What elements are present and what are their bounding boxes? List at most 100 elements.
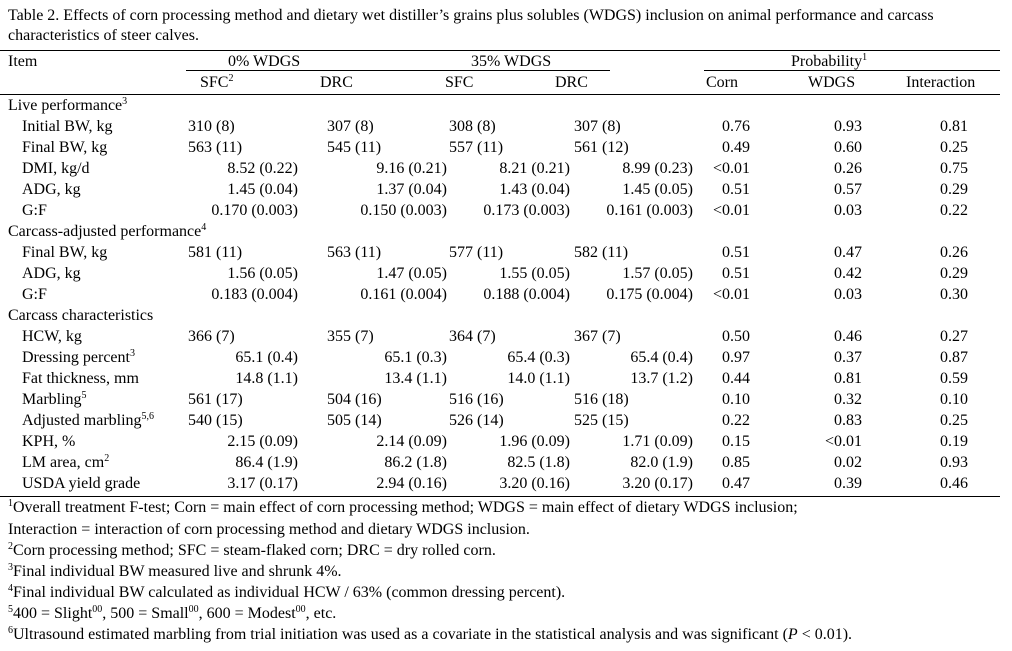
footnote-4-mark: 4 bbox=[8, 583, 13, 594]
bottom-rule bbox=[0, 496, 1000, 497]
p-corn-cell: 0.97 bbox=[722, 349, 750, 366]
row-label-text: G:F bbox=[22, 286, 47, 303]
row-label: Dressing percent3 bbox=[22, 347, 135, 368]
p-wdgs-cell: 0.81 bbox=[834, 370, 862, 387]
treatment-cell: 0.173 (0.003) bbox=[483, 202, 570, 219]
row-label-footnote-mark: 3 bbox=[129, 348, 135, 359]
row-label: HCW, kg bbox=[22, 326, 82, 347]
header-sfc-footnote-mark: 2 bbox=[228, 73, 234, 84]
row-label-text: DMI, kg/d bbox=[22, 160, 90, 177]
header-sfc-label: SFC bbox=[200, 74, 229, 91]
p-interaction-cell: 0.19 bbox=[940, 433, 968, 450]
header-interaction: Interaction bbox=[906, 74, 976, 91]
row-label-text: USDA yield grade bbox=[22, 475, 141, 492]
row-label: G:F bbox=[22, 284, 47, 305]
treatment-cell: 1.45 (0.04) bbox=[227, 181, 298, 198]
row-label-footnote-mark: 2 bbox=[104, 453, 110, 464]
p-corn-cell: 0.44 bbox=[722, 370, 750, 387]
treatment-cell: 1.55 (0.05) bbox=[499, 265, 570, 282]
p-corn-cell: 0.85 bbox=[722, 454, 750, 471]
row-label: Fat thickness, mm bbox=[22, 368, 139, 389]
header-probability-label: Probability bbox=[791, 53, 863, 70]
footnote-3: 3Final individual BW measured live and s… bbox=[8, 561, 1008, 582]
treatment-cell: 355 (7) bbox=[327, 328, 374, 345]
p-interaction-cell: 0.26 bbox=[940, 244, 968, 261]
p-wdgs-cell: 0.57 bbox=[834, 181, 862, 198]
treatment-cell: 0.183 (0.004) bbox=[211, 286, 298, 303]
section-title-text: Carcass-adjusted performance bbox=[8, 223, 202, 240]
treatment-cell: 82.5 (1.8) bbox=[507, 454, 570, 471]
p-corn-cell: 0.51 bbox=[722, 181, 750, 198]
row-label: Marbling5 bbox=[22, 389, 87, 410]
table-caption: Table 2. Effects of corn processing meth… bbox=[8, 7, 934, 44]
treatment-cell: 364 (7) bbox=[449, 328, 496, 345]
treatment-cell: 1.45 (0.05) bbox=[622, 181, 693, 198]
treatment-cell: 557 (11) bbox=[449, 139, 504, 156]
row-label-text: G:F bbox=[22, 202, 47, 219]
section-title-text: Carcass characteristics bbox=[8, 307, 154, 324]
treatment-cell: 0.175 (0.004) bbox=[606, 286, 693, 303]
row-label: KPH, % bbox=[22, 431, 75, 452]
group-underline bbox=[186, 70, 610, 71]
treatment-cell: 2.15 (0.09) bbox=[227, 433, 298, 450]
row-label: DMI, kg/d bbox=[22, 158, 90, 179]
treatment-cell: 504 (16) bbox=[327, 391, 382, 408]
treatment-cell: 1.43 (0.04) bbox=[499, 181, 570, 198]
treatment-cell: 65.4 (0.3) bbox=[507, 349, 570, 366]
footnote-4: 4Final individual BW calculated as indiv… bbox=[8, 582, 1008, 603]
treatment-cell: 0.150 (0.003) bbox=[360, 202, 447, 219]
treatment-cell: 0.161 (0.003) bbox=[606, 202, 693, 219]
header-corn: Corn bbox=[706, 74, 738, 91]
footnote-5-slight-sup: 00 bbox=[92, 604, 103, 615]
section-title-footnote-mark: 3 bbox=[122, 96, 128, 107]
treatment-cell: 13.7 (1.2) bbox=[630, 370, 693, 387]
p-interaction-cell: 0.81 bbox=[940, 118, 968, 135]
header-sfc-0: SFC2 bbox=[200, 72, 233, 93]
p-corn-cell: 0.76 bbox=[722, 118, 750, 135]
row-label-text: LM area, cm bbox=[22, 454, 105, 471]
footnote-5-etc: , etc. bbox=[305, 605, 337, 622]
footnote-3-mark: 3 bbox=[8, 562, 13, 573]
probability-underline bbox=[704, 70, 1000, 71]
treatment-cell: 65.1 (0.3) bbox=[384, 349, 447, 366]
p-wdgs-cell: 0.03 bbox=[834, 286, 862, 303]
row-label: Final BW, kg bbox=[22, 137, 107, 158]
treatment-cell: 14.0 (1.1) bbox=[507, 370, 570, 387]
treatment-cell: 561 (12) bbox=[574, 139, 629, 156]
p-interaction-cell: 0.93 bbox=[940, 454, 968, 471]
p-wdgs-cell: <0.01 bbox=[824, 433, 862, 450]
section-title-text: Live performance bbox=[8, 97, 123, 114]
row-label-text: Fat thickness, mm bbox=[22, 370, 139, 387]
header-0-wdgs: 0% WDGS bbox=[228, 53, 301, 70]
treatment-cell: 8.52 (0.22) bbox=[227, 160, 298, 177]
p-corn-cell: 0.50 bbox=[722, 328, 750, 345]
footnote-5-modest: , 600 = Modest bbox=[198, 605, 296, 622]
header-35-wdgs: 35% WDGS bbox=[471, 53, 552, 70]
footnote-6-text: Ultrasound estimated marbling from trial… bbox=[13, 626, 788, 643]
treatment-cell: 310 (8) bbox=[188, 118, 235, 135]
treatment-cell: 1.57 (0.05) bbox=[622, 265, 693, 282]
treatment-cell: 1.56 (0.05) bbox=[227, 265, 298, 282]
treatment-cell: 307 (8) bbox=[327, 118, 374, 135]
p-interaction-cell: 0.10 bbox=[940, 391, 968, 408]
p-wdgs-cell: 0.83 bbox=[834, 412, 862, 429]
p-corn-cell: 0.10 bbox=[722, 391, 750, 408]
treatment-cell: 9.16 (0.21) bbox=[376, 160, 447, 177]
row-label: Initial BW, kg bbox=[22, 116, 113, 137]
treatment-cell: 8.21 (0.21) bbox=[499, 160, 570, 177]
row-label: LM area, cm2 bbox=[22, 452, 109, 473]
treatment-cell: 505 (14) bbox=[327, 412, 382, 429]
footnote-5-mark: 5 bbox=[8, 604, 13, 615]
header-probability: Probability1 bbox=[791, 51, 867, 72]
footnote-3-text: Final individual BW measured live and sh… bbox=[13, 563, 342, 580]
treatment-cell: 581 (11) bbox=[188, 244, 243, 261]
header-rule bbox=[0, 94, 1000, 95]
treatment-cell: 65.4 (0.4) bbox=[630, 349, 693, 366]
treatment-cell: 2.94 (0.16) bbox=[376, 475, 447, 492]
p-wdgs-cell: 0.93 bbox=[834, 118, 862, 135]
row-label: Final BW, kg bbox=[22, 242, 107, 263]
treatment-cell: 3.17 (0.17) bbox=[227, 475, 298, 492]
treatment-cell: 3.20 (0.17) bbox=[622, 475, 693, 492]
section-title: Carcass characteristics bbox=[8, 305, 153, 326]
p-interaction-cell: 0.29 bbox=[940, 265, 968, 282]
